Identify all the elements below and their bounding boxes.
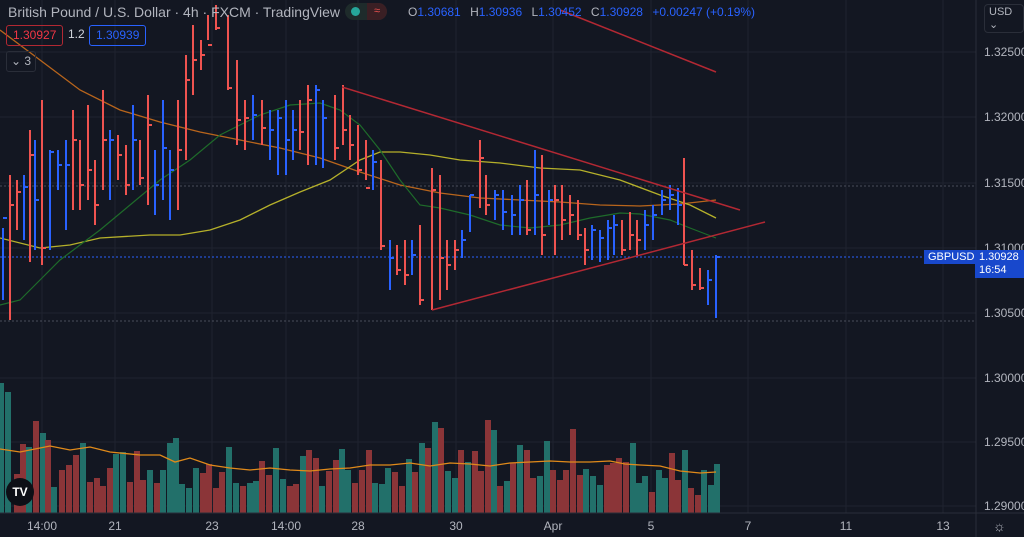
- last-price: 1.30928: [979, 251, 1019, 263]
- price-tick-label: 1.32000: [984, 110, 1024, 124]
- change-value: +0.00247 (+0.19%): [652, 5, 756, 19]
- equal-icon: ≈: [367, 3, 387, 20]
- time-tick-label: 7: [744, 519, 752, 533]
- settings-gear-icon[interactable]: ☼: [993, 518, 1006, 534]
- time-tick-label: 28: [351, 519, 365, 533]
- chart-title: British Pound / U.S. Dollar · 4h · FXCM …: [8, 4, 340, 20]
- close-value: 1.30928: [599, 5, 643, 19]
- currency-select[interactable]: USD ⌄: [984, 4, 1024, 33]
- indicator-count: 3: [24, 54, 32, 68]
- open-label: O: [408, 5, 418, 19]
- low-label: L: [531, 5, 539, 19]
- buy-button[interactable]: 1.30939: [89, 25, 147, 46]
- ohlc-bars: [2, 5, 720, 320]
- price-tick-label: 1.29000: [984, 499, 1024, 513]
- currency-label: USD: [989, 6, 1013, 18]
- time-tick-label: 11: [839, 519, 853, 533]
- open-value: 1.30681: [417, 5, 461, 19]
- chevron-down-icon: ⌄: [989, 19, 999, 31]
- time-tick-label: 14:00: [26, 519, 58, 533]
- tradingview-logo-icon[interactable]: TV: [6, 478, 34, 506]
- spread-value: 1.2: [68, 27, 85, 41]
- price-tick-label: 1.30000: [984, 371, 1024, 385]
- price-tick-label: 1.29500: [984, 435, 1024, 449]
- chevron-down-icon: ⌄: [10, 54, 22, 68]
- volume-bars: [0, 383, 720, 513]
- price-tick-label: 1.30500: [984, 306, 1024, 320]
- market-open-dot-icon: [351, 7, 360, 16]
- price-tick-label: 1.32500: [984, 45, 1024, 59]
- trendlines[interactable]: [341, 9, 766, 311]
- ohlc-legend: O1.30681 H1.30936 L1.30452 C1.30928 +0.0…: [402, 5, 755, 19]
- symbol-tag: GBPUSD: [924, 250, 979, 264]
- time-tick-label: Apr: [543, 519, 563, 533]
- time-tick-label: 13: [936, 519, 950, 533]
- low-value: 1.30452: [538, 5, 582, 19]
- time-tick-label: 30: [449, 519, 463, 533]
- high-value: 1.30936: [478, 5, 523, 19]
- market-status-toggle[interactable]: ≈: [345, 3, 387, 20]
- indicators-toggle-button[interactable]: ⌄ 3: [6, 51, 36, 72]
- reference-lines: [0, 185, 976, 322]
- time-tick-label: 21: [108, 519, 122, 533]
- time-tick-label: 5: [647, 519, 655, 533]
- time-tick-label: 14:00: [270, 519, 302, 533]
- last-price-tag: 1.30928 16:54: [975, 250, 1024, 278]
- time-tick-label: 23: [205, 519, 219, 533]
- high-label: H: [470, 5, 479, 19]
- close-label: C: [590, 5, 600, 19]
- sell-button[interactable]: 1.30927: [6, 25, 64, 46]
- price-tick-label: 1.31500: [984, 176, 1024, 190]
- bar-countdown: 16:54: [979, 264, 1007, 276]
